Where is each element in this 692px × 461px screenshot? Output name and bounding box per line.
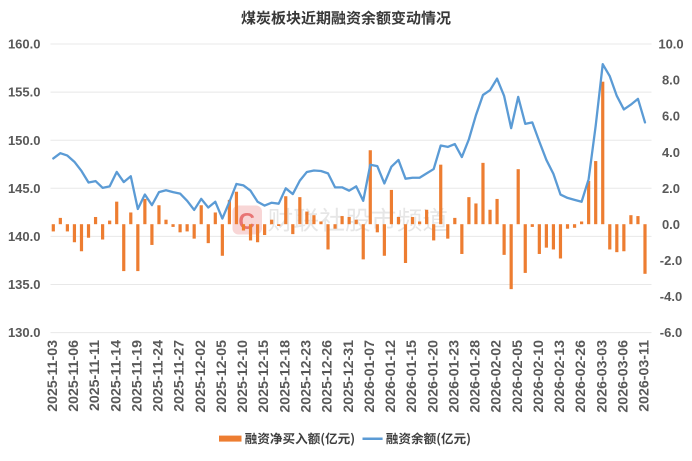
svg-text:2025-12-26: 2025-12-26 [320,340,336,413]
svg-text:2026-01-12: 2026-01-12 [383,340,399,413]
svg-text:2026-02-05: 2026-02-05 [510,340,526,413]
svg-text:8.0: 8.0 [662,73,680,88]
svg-text:150.0: 150.0 [8,133,41,148]
svg-text:140.0: 140.0 [8,229,41,244]
svg-text:-6.0: -6.0 [660,325,682,340]
svg-text:6.0: 6.0 [662,109,680,124]
svg-text:2025-12-10: 2025-12-10 [235,340,251,413]
svg-text:2026-01-23: 2026-01-23 [446,340,462,413]
svg-text:145.0: 145.0 [8,181,41,196]
svg-text:2026-01-20: 2026-01-20 [425,340,441,413]
svg-text:155.0: 155.0 [8,85,41,100]
svg-text:2025-11-19: 2025-11-19 [129,340,145,412]
svg-text:2026-01-28: 2026-01-28 [468,340,484,413]
svg-text:2025-12-31: 2025-12-31 [341,340,357,413]
svg-text:2025-11-27: 2025-11-27 [172,340,188,412]
svg-text:2025-12-05: 2025-12-05 [214,340,230,413]
svg-text:-4.0: -4.0 [660,289,682,304]
svg-text:4.0: 4.0 [662,145,680,160]
svg-text:2025-12-15: 2025-12-15 [256,340,272,413]
svg-text:130.0: 130.0 [8,325,41,340]
svg-text:2025-12-18: 2025-12-18 [277,340,293,413]
svg-text:2025-11-03: 2025-11-03 [45,340,61,412]
svg-text:2025-11-14: 2025-11-14 [108,340,124,412]
svg-text:2026-02-10: 2026-02-10 [531,340,547,413]
svg-text:2026-01-15: 2026-01-15 [404,340,420,413]
svg-text:2026-02-26: 2026-02-26 [573,340,589,413]
svg-text:2026-01-07: 2026-01-07 [362,340,378,413]
svg-text:2026-03-06: 2026-03-06 [615,340,631,413]
svg-text:2025-11-24: 2025-11-24 [151,340,167,412]
svg-text:2025-11-06: 2025-11-06 [66,340,82,412]
svg-text:10.0: 10.0 [658,37,683,52]
svg-text:2.0: 2.0 [662,181,680,196]
svg-text:160.0: 160.0 [8,37,41,52]
svg-text:0.0: 0.0 [662,217,680,232]
svg-text:2026-03-11: 2026-03-11 [637,340,653,412]
svg-text:2026-03-03: 2026-03-03 [594,340,610,413]
svg-text:2025-11-11: 2025-11-11 [87,340,103,411]
svg-text:2026-02-02: 2026-02-02 [489,340,505,413]
svg-text:-2.0: -2.0 [660,253,682,268]
svg-text:2025-12-02: 2025-12-02 [193,340,209,413]
svg-text:135.0: 135.0 [8,277,41,292]
svg-text:2026-02-13: 2026-02-13 [552,340,568,413]
svg-text:2025-12-23: 2025-12-23 [298,340,314,413]
svg-text:C: C [238,208,255,234]
